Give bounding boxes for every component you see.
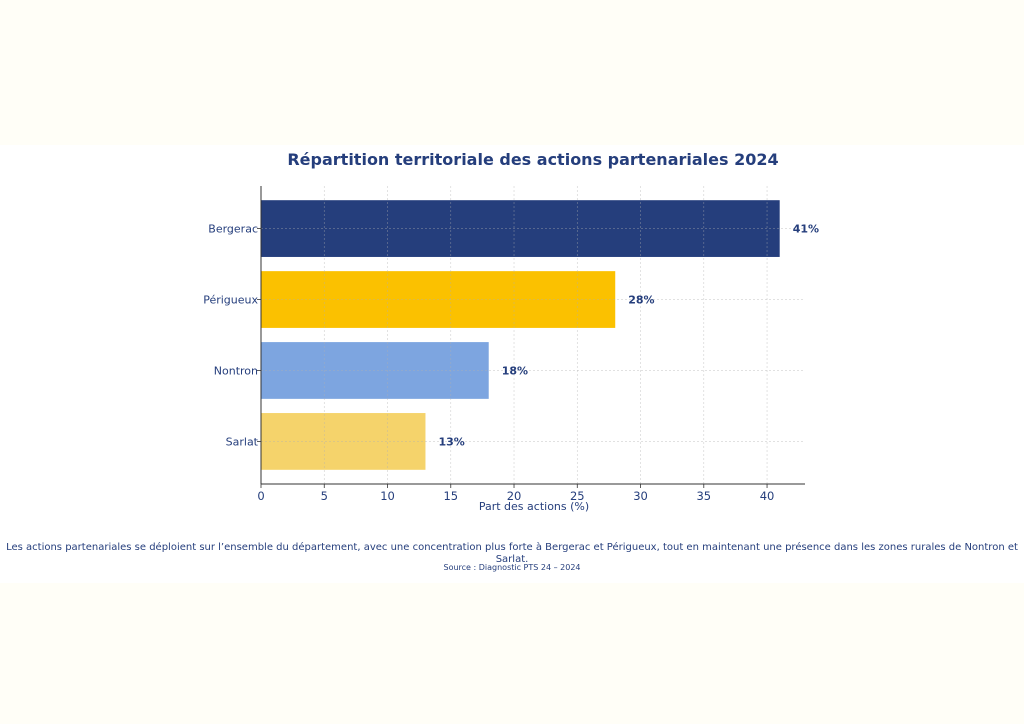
x-tick-label: 10 — [380, 489, 395, 503]
y-tick-label-bergerac: Bergerac — [208, 223, 258, 236]
y-tick-label-sarlat: Sarlat — [226, 435, 259, 448]
chart-title: Répartition territoriale des actions par… — [287, 150, 779, 169]
chart-caption: Les actions partenariales se déploient s… — [6, 542, 1018, 565]
data-label: 28% — [628, 294, 654, 307]
x-tick-label: 5 — [321, 489, 328, 503]
x-tick-label: 35 — [696, 489, 711, 503]
y-tick-label-nontron: Nontron — [214, 364, 258, 377]
x-tick-label: 40 — [760, 489, 775, 503]
data-label: 13% — [438, 435, 464, 448]
chart-source: Source : Diagnostic PTS 24 – 2024 — [443, 563, 581, 572]
x-tick-label: 20 — [507, 489, 522, 503]
y-tick-label-périgueux: Périgueux — [203, 294, 258, 307]
x-tick-label: 30 — [633, 489, 648, 503]
x-tick-label: 0 — [257, 489, 264, 503]
x-tick-label: 25 — [570, 489, 585, 503]
data-label: 18% — [502, 364, 528, 377]
x-tick-label: 15 — [443, 489, 458, 503]
data-label: 41% — [793, 223, 819, 236]
x-axis-label: Part des actions (%) — [479, 500, 589, 513]
